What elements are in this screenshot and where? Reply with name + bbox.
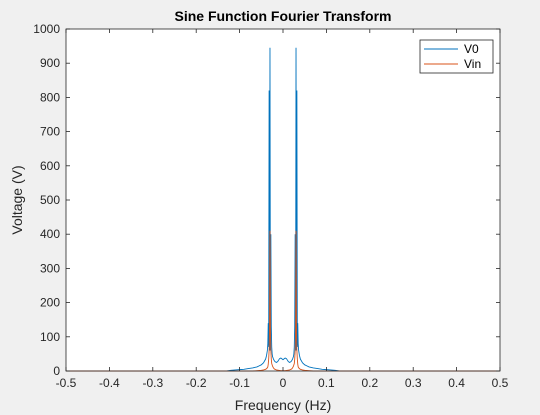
y-tick-label: 700: [40, 125, 60, 139]
legend-label-v0: V0: [464, 42, 479, 56]
x-tick-label: -0.5: [56, 376, 77, 390]
chart-title: Sine Function Fourier Transform: [174, 8, 391, 24]
plot-area: [66, 29, 500, 371]
x-tick-label: -0.2: [186, 376, 207, 390]
y-tick-label: 800: [40, 90, 60, 104]
x-tick-label: 0.3: [405, 376, 422, 390]
y-tick-label: 900: [40, 56, 60, 70]
y-tick-label: 400: [40, 227, 60, 241]
y-axis-label: Voltage (V): [9, 165, 25, 234]
x-tick-label: 0.4: [448, 376, 465, 390]
y-tick-label: 0: [53, 364, 60, 378]
x-tick-label: 0.5: [492, 376, 509, 390]
x-tick-label: -0.1: [229, 376, 250, 390]
legend: V0 Vin: [419, 39, 494, 74]
y-tick-label: 600: [40, 159, 60, 173]
series-line-v0: [66, 47, 500, 372]
y-tick-label: 1000: [33, 22, 60, 36]
y-tick-label: 100: [40, 330, 60, 344]
x-axis-label: Frequency (Hz): [235, 397, 331, 413]
x-tick-label: 0.2: [361, 376, 378, 390]
x-tick-label: -0.3: [142, 376, 163, 390]
x-tick-label: 0: [280, 376, 287, 390]
legend-box: [419, 39, 494, 74]
x-tick-label: -0.4: [99, 376, 120, 390]
y-tick-label: 300: [40, 261, 60, 275]
legend-label-vin: Vin: [464, 57, 481, 71]
x-tick-label: 0.1: [318, 376, 335, 390]
y-tick-label: 200: [40, 296, 60, 310]
y-tick-label: 500: [40, 193, 60, 207]
x-axis-ticks: -0.5 -0.4 -0.3 -0.2 -0.1 0 0.1 0.2 0.3 0.4 0.5: [56, 29, 509, 390]
y-axis-ticks: 0 100 200 300 400 500 600 700 800 900 1000: [33, 22, 500, 378]
